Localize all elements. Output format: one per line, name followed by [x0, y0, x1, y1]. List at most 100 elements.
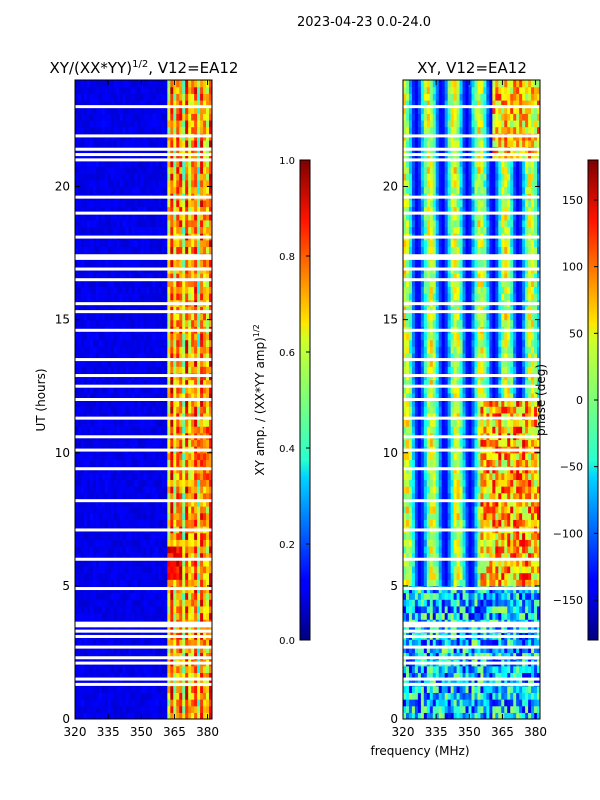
heatmap-cell	[116, 99, 121, 108]
heatmap-cell	[113, 539, 118, 547]
heatmap-cell	[113, 599, 118, 607]
heatmap-cell	[200, 419, 204, 427]
heatmap-cell	[146, 712, 151, 719]
heatmap-cell	[170, 612, 174, 620]
heatmap-cell	[146, 306, 151, 314]
heatmap-cell	[83, 459, 88, 467]
heatmap-cell	[110, 412, 115, 421]
heatmap-cell	[206, 379, 210, 387]
heatmap-cell	[86, 293, 91, 301]
heatmap-cell	[80, 685, 85, 693]
heatmap-cell	[113, 605, 118, 614]
heatmap-cell	[167, 113, 171, 121]
heatmap-cell	[149, 559, 154, 567]
heatmap-cell	[110, 186, 115, 194]
heatmap-cell	[137, 685, 142, 693]
heatmap-cell	[203, 479, 207, 487]
heatmap-cell	[146, 692, 151, 700]
heatmap-cell	[92, 652, 97, 660]
heatmap-cell	[149, 119, 154, 128]
heatmap-cell	[155, 319, 159, 327]
heatmap-cell	[77, 159, 82, 168]
heatmap-cell	[119, 539, 124, 547]
heatmap-cell	[107, 692, 112, 700]
heatmap-cell	[176, 592, 180, 600]
heatmap-cell	[158, 532, 162, 540]
heatmap-cell	[432, 712, 437, 719]
heatmap-cell	[167, 572, 171, 580]
heatmap-cell	[209, 612, 212, 620]
heatmap-cell	[122, 199, 127, 208]
heatmap-cell	[107, 173, 112, 181]
heatmap-cell	[167, 506, 171, 514]
heatmap-cell	[149, 332, 154, 341]
heatmap-cell	[107, 359, 112, 367]
heatmap-cell	[152, 692, 157, 700]
heatmap-cell	[179, 306, 183, 314]
heatmap-cell	[143, 712, 148, 719]
heatmap-cell	[119, 93, 124, 101]
heatmap-cell	[155, 226, 159, 234]
heatmap-cell	[131, 692, 136, 700]
heatmap-cell	[405, 685, 410, 693]
heatmap-cell	[104, 419, 109, 427]
heatmap-cell	[408, 665, 413, 674]
heatmap-cell	[441, 665, 446, 674]
heatmap-cell	[170, 153, 174, 161]
heatmap-cell	[119, 692, 124, 700]
heatmap-cell	[75, 699, 79, 707]
heatmap-cell	[203, 506, 207, 514]
heatmap-cell	[146, 539, 151, 547]
heatmap-cell	[80, 692, 85, 700]
heatmap-cell	[489, 679, 493, 687]
heatmap-cell	[176, 106, 180, 114]
heatmap-cell	[155, 219, 159, 228]
heatmap-cell	[77, 80, 82, 88]
heatmap-cell	[83, 685, 88, 693]
heatmap-cell	[143, 499, 148, 507]
heatmap-cell	[89, 452, 94, 461]
heatmap-cell	[137, 239, 142, 248]
heatmap-cell	[98, 93, 103, 101]
heatmap-cell	[143, 332, 148, 341]
heatmap-cell	[403, 645, 407, 654]
heatmap-cell	[83, 419, 88, 427]
heatmap-cell	[107, 366, 112, 374]
heatmap-cell	[143, 219, 148, 228]
heatmap-cell	[167, 579, 171, 587]
heatmap-cell	[188, 459, 192, 467]
heatmap-cell	[158, 352, 162, 361]
heatmap-cell	[155, 592, 159, 600]
heatmap-cell	[75, 332, 79, 341]
heatmap-cell	[158, 319, 162, 327]
heatmap-cell	[167, 486, 171, 494]
heatmap-cell	[80, 386, 85, 394]
heatmap-cell	[185, 426, 189, 434]
heatmap-cell	[173, 179, 177, 188]
heatmap-cell	[75, 472, 79, 480]
heatmap-cell	[95, 386, 100, 394]
heatmap-cell	[107, 705, 112, 713]
heatmap-cell	[122, 699, 127, 707]
heatmap-cell	[119, 419, 124, 427]
heatmap-cell	[125, 113, 130, 121]
heatmap-cell	[456, 699, 461, 707]
heatmap-cell	[134, 692, 139, 700]
heatmap-cell	[86, 472, 91, 480]
heatmap-cell	[134, 332, 139, 341]
heatmap-cell	[429, 692, 434, 700]
heatmap-cell	[143, 379, 148, 387]
heatmap-cell	[137, 80, 142, 88]
heatmap-cell	[486, 692, 490, 700]
heatmap-cell	[179, 705, 183, 713]
heatmap-cell	[122, 639, 127, 647]
heatmap-cell	[191, 712, 195, 719]
heatmap-cell	[128, 512, 133, 520]
heatmap-cell	[194, 306, 198, 314]
heatmap-cell	[75, 672, 79, 680]
heatmap-cell	[128, 452, 133, 461]
heatmap-cell	[188, 599, 192, 607]
heatmap-cell	[167, 599, 171, 607]
heatmap-cell	[149, 612, 154, 620]
heatmap-cell	[200, 552, 204, 560]
